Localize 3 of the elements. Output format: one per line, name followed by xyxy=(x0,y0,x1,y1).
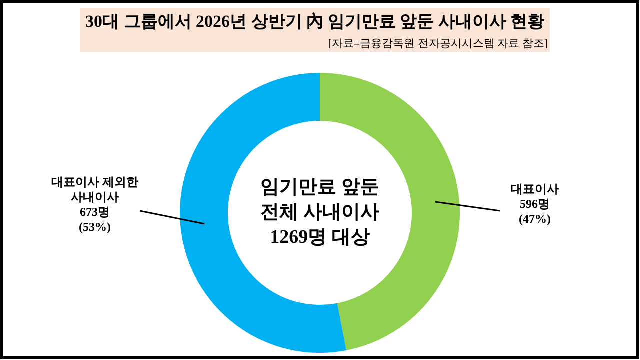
text: [자료=금융감독원 전자공시시스템 자료 참조] xyxy=(328,38,548,50)
center-note: 임기만료 앞둔 전체 사내이사 1269명 대상 xyxy=(260,177,380,248)
chart-title: 30대 그룹에서 2026년 상반기 內 임기만료 앞둔 사내이사 현황 xyxy=(86,12,544,31)
